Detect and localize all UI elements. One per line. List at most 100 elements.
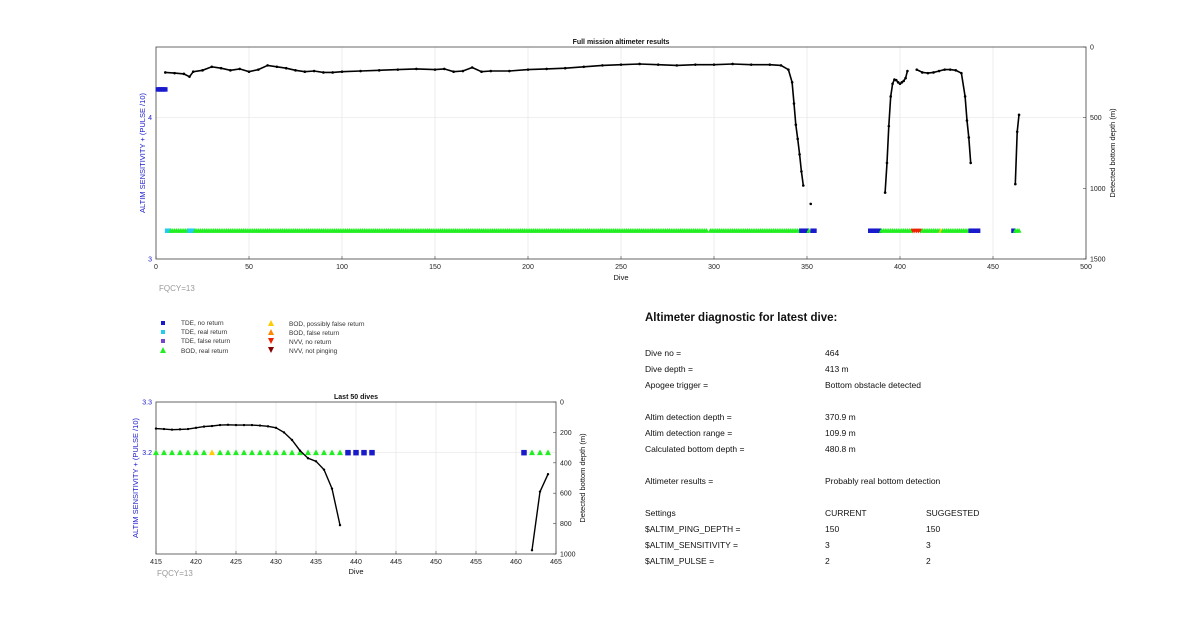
diag-value: 370.9 m — [825, 412, 856, 422]
legend-item-nvv-no-return: NVV, no return — [266, 338, 331, 346]
bottom-depth-point — [294, 69, 297, 72]
bottom-depth-point — [937, 69, 941, 73]
chart-legend: TDE, no return TDE, real return TDE, fal… — [158, 320, 418, 360]
bottom-depth-point — [415, 67, 418, 71]
bottom-depth-line — [531, 473, 549, 551]
bottom-depth-point — [470, 66, 474, 69]
setting-marker-square — [190, 228, 196, 233]
bottom-depth-point — [330, 487, 334, 490]
diag-row-sensitivity: $ALTIM_SENSITIVITY = 3 3 — [645, 540, 1165, 552]
x-tick-label: 420 — [190, 559, 202, 566]
legend-triangle-up-icon — [266, 329, 275, 337]
legend-label: NVV, no return — [289, 338, 332, 346]
bottom-depth-point — [963, 95, 967, 98]
diag-row-pulse: $ALTIM_PULSE = 2 2 — [645, 556, 1165, 568]
setting-marker-triangle-up — [288, 449, 296, 456]
legend-item-tde-false-return: TDE, false return — [158, 338, 230, 345]
x-tick-label: 250 — [615, 264, 627, 271]
bottom-depth-point — [266, 425, 270, 428]
bottom-depth-point — [779, 64, 783, 67]
setting-marker-triangle-up — [240, 449, 248, 456]
setting-marker-triangle-up — [264, 449, 272, 456]
bottom-depth-point — [943, 68, 946, 71]
diag-current: 2 — [825, 556, 830, 566]
diag-row-detection-depth: Altim detection depth = 370.9 m — [645, 412, 1165, 424]
setting-marker-triangle-up — [1016, 228, 1022, 233]
legend-label: TDE, real return — [181, 329, 228, 336]
diag-label: Altimeter results = — [645, 476, 714, 486]
bottom-depth-point — [178, 428, 182, 431]
bottom-depth-point — [303, 70, 307, 74]
diag-label: Apogee trigger = — [645, 380, 709, 390]
setting-marker-triangle-up — [528, 449, 536, 456]
bottom-depth-point — [202, 425, 206, 428]
legend-label: BOD, real return — [181, 347, 229, 355]
bottom-depth-point — [796, 137, 799, 141]
bottom-depth-point — [694, 63, 697, 66]
bottom-depth-point — [749, 63, 753, 66]
y-right-tick-label: 200 — [560, 430, 572, 437]
chart1-ylabel-left: ALTIM SENSITIVITY + (PULSE /10) — [138, 93, 147, 213]
bottom-depth-point — [306, 457, 310, 460]
bottom-depth-point — [885, 161, 889, 165]
bottom-depth-point — [257, 68, 260, 71]
bottom-depth-point — [298, 449, 302, 452]
bottom-depth-point — [948, 68, 952, 71]
bottom-depth-point — [275, 65, 279, 69]
bottom-depth-point — [282, 431, 286, 434]
diag-label: Altim detection range = — [645, 428, 733, 438]
bottom-depth-point — [809, 202, 813, 206]
bottom-depth-point — [896, 81, 900, 84]
chart1-title: Full mission altimeter results — [573, 39, 670, 46]
legend-item-nvv-not-pinging: NVV, not pinging — [266, 347, 337, 355]
bottom-depth-point — [638, 62, 641, 66]
setting-marker-triangle-up — [536, 449, 544, 456]
bottom-depth-point — [194, 426, 198, 430]
diag-label: $ALTIM_SENSITIVITY = — [645, 540, 738, 550]
bottom-depth-point — [314, 460, 318, 463]
diag-row-ping-depth: $ALTIM_PING_DEPTH = 150 150 — [645, 524, 1165, 536]
diag-current: 3 — [825, 540, 830, 550]
chart2-yleft-ticks: 3.2 3.3 — [142, 400, 152, 458]
setting-marker-square — [521, 449, 527, 456]
legend-item-bod-false-return: BOD, false return — [266, 329, 339, 337]
y-right-tick-label: 0 — [560, 400, 564, 407]
chart2-ylabel-right: Detected bottom depth (m) — [578, 433, 587, 523]
chart2-depth-series — [154, 423, 550, 552]
x-tick-label: 350 — [801, 264, 813, 271]
bottom-depth-point — [247, 70, 251, 74]
chart1-depth-series — [164, 62, 1021, 206]
bottom-depth-point — [546, 473, 550, 476]
bottom-depth-point — [331, 71, 335, 74]
bottom-depth-point — [266, 64, 269, 67]
diag-row-calculated-depth: Calculated bottom depth = 480.8 m — [645, 444, 1165, 456]
diag-value: 464 — [825, 348, 840, 358]
bottom-depth-point — [601, 64, 604, 67]
legend-label: BOD, false return — [289, 329, 340, 337]
bottom-depth-point — [926, 71, 930, 75]
bottom-depth-point — [250, 423, 254, 427]
chart1-xlabel: Dive — [613, 273, 628, 282]
x-tick-label: 455 — [470, 559, 482, 566]
chart2-yright-ticks: 0 200 400 600 800 1000 — [553, 400, 576, 559]
setting-marker-triangle-up — [168, 449, 176, 456]
bottom-depth-line — [155, 424, 341, 526]
chart1-yleft-ticks: 34 — [148, 115, 152, 263]
bottom-depth-point — [461, 69, 465, 73]
setting-marker-triangle-up — [704, 228, 710, 233]
diag-suggested: 150 — [926, 524, 941, 534]
diag-suggested: 2 — [926, 556, 931, 566]
setting-marker-triangle-up — [806, 228, 812, 233]
setting-marker-square — [345, 449, 351, 456]
bottom-depth-point — [792, 102, 796, 105]
diag-current: 150 — [825, 524, 840, 534]
setting-marker-triangle-up — [160, 449, 168, 456]
bottom-depth-point — [182, 72, 186, 76]
bottom-depth-point — [887, 124, 891, 128]
setting-marker-square — [1011, 228, 1016, 233]
setting-marker-triangle-up — [200, 449, 208, 456]
setting-marker-triangle-up — [328, 449, 336, 456]
x-tick-label: 450 — [430, 559, 442, 566]
setting-marker-triangle-up — [176, 449, 184, 456]
diag-label: Calculated bottom depth = — [645, 444, 745, 454]
